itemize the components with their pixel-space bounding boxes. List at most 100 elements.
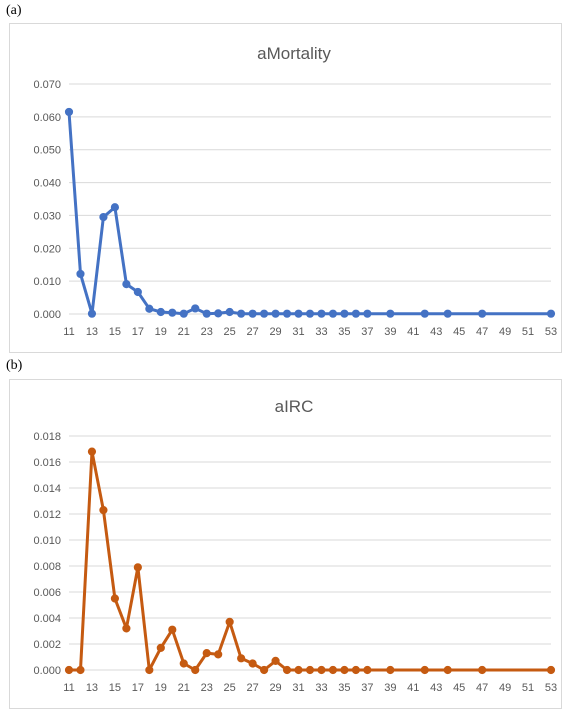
y-tick-label: 0.018 [33,431,61,443]
x-tick-label: 37 [361,682,373,694]
y-tick-label: 0.050 [33,145,61,157]
x-tick-label: 15 [109,682,121,694]
data-point [248,659,257,668]
x-tick-label: 21 [178,682,190,694]
y-tick-label: 0.020 [33,243,61,255]
data-point [340,665,349,675]
x-tick-label: 35 [338,326,350,338]
data-point [110,594,120,603]
data-point [110,203,120,212]
data-point [64,665,74,675]
x-tick-label: 35 [338,682,350,694]
x-tick-label: 47 [476,682,488,694]
x-tick-label: 45 [453,326,465,338]
data-point [202,309,211,318]
data-point [386,665,395,675]
data-point [478,665,487,675]
x-tick-label: 19 [155,326,167,338]
data-point [351,665,361,675]
x-tick-label: 19 [155,682,167,694]
x-tick-label: 41 [407,682,419,694]
data-point [305,309,315,318]
data-point [168,308,177,317]
data-point [305,665,315,675]
y-tick-label: 0.004 [33,613,61,625]
x-tick-label: 45 [453,682,465,694]
x-tick-label: 39 [384,682,396,694]
data-point [317,309,326,318]
data-point [122,280,131,289]
data-point [386,309,395,318]
panel-label-b: (b) [6,358,23,373]
x-tick-label: 49 [499,326,511,338]
x-tick-label: 31 [292,326,304,338]
data-point [237,654,246,663]
x-tick-label: 51 [522,682,534,694]
y-tick-label: 0.010 [33,535,61,547]
data-point [363,665,372,675]
chart-title: aMortality [257,44,331,63]
y-tick-label: 0.002 [33,639,61,651]
y-tick-label: 0.040 [33,178,61,190]
x-tick-label: 27 [246,682,258,694]
data-point [294,665,303,675]
series-line [67,111,551,316]
data-point [248,309,257,318]
x-tick-label: 29 [269,326,281,338]
x-tick-label: 23 [201,326,213,338]
data-point [237,309,246,318]
data-point [156,307,165,317]
data-point [87,447,97,456]
data-point [214,650,223,659]
data-point [156,643,165,652]
data-point [191,665,200,675]
data-point [351,309,361,318]
x-tick-label: 13 [86,326,98,338]
data-point [76,665,85,675]
x-tick-label: 21 [178,326,190,338]
x-tick-label: 31 [292,682,304,694]
data-point [317,665,326,675]
x-tick-label: 15 [109,326,121,338]
x-tick-label: 29 [269,682,281,694]
x-tick-label: 51 [522,326,534,338]
data-point [328,309,338,318]
y-tick-label: 0.014 [33,483,61,495]
data-point [64,107,74,117]
y-tick-label: 0.008 [33,561,61,573]
data-point [340,309,349,318]
data-point [99,212,108,222]
x-tick-label: 25 [224,682,236,694]
chart-b-frame: aIRC 0.000 0.002 0.004 0.006 0.008 0.010 0.012 0… [9,379,562,709]
x-tick-label: 53 [545,682,557,694]
x-tick-label: 11 [63,682,74,694]
data-point [145,304,154,313]
y-tick-label: 0.000 [33,309,61,321]
data-point [259,665,269,675]
y-tick-label: 0.070 [33,79,61,91]
x-tick-label: 43 [430,326,442,338]
panel-label-a: (a) [6,3,22,18]
x-tick-label: 33 [315,326,327,338]
data-point [87,309,97,318]
y-tick-label: 0.010 [33,276,61,288]
x-tick-label: 17 [132,326,144,338]
data-point [271,656,280,665]
chart-a-frame: aMortality 0.000 0.010 0.020 0.030 0.040 0.050… [9,23,562,353]
x-tick-label: 49 [499,682,511,694]
x-tick-label: 53 [545,326,557,338]
data-point [420,665,429,675]
data-point [363,309,372,318]
data-point [225,307,234,317]
data-point [282,309,292,318]
data-point [294,309,303,318]
data-point [546,309,556,318]
y-tick-label: 0.060 [33,112,61,124]
data-point [225,617,234,626]
chart-a: aMortality 0.000 0.010 0.020 0.030 0.040 0.050… [33,44,557,338]
data-point [168,625,177,634]
y-tick-label: 0.006 [33,587,61,599]
data-point [271,309,280,318]
data-point [443,309,452,318]
series-line [69,450,551,672]
